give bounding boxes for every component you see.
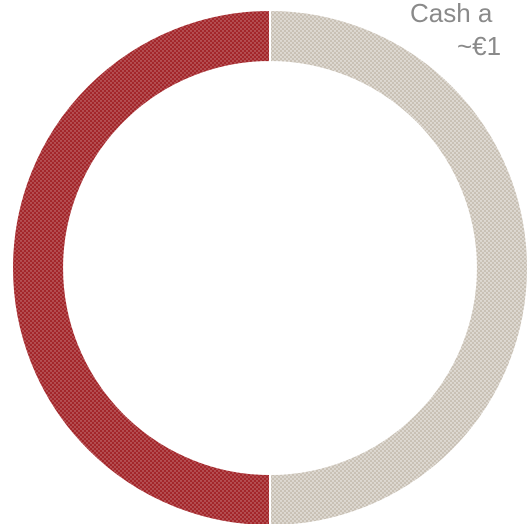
donut-segment: [11, 8, 271, 524]
annotation: ~€1: [457, 31, 501, 61]
annotation: Cash a: [410, 0, 493, 28]
donut-segment: [269, 8, 527, 524]
